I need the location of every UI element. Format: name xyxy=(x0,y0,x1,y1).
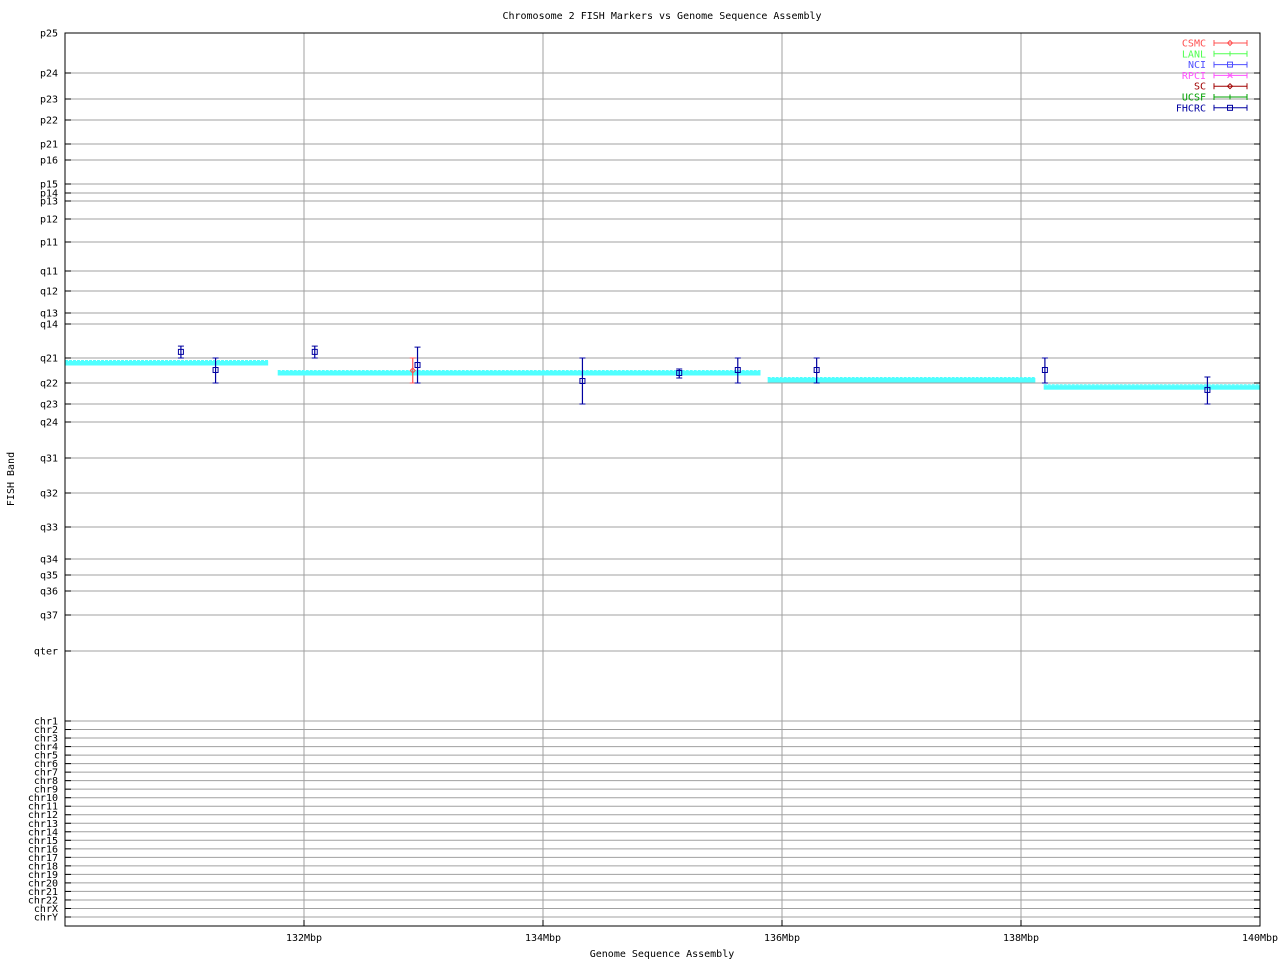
y-tick-label: chr9 xyxy=(34,785,58,796)
y-tick-label: q33 xyxy=(40,523,58,534)
y-tick-label: chrX xyxy=(34,904,58,915)
legend-marker xyxy=(1227,61,1233,68)
y-tick-label: chr21 xyxy=(28,887,58,898)
y-tick-label: p22 xyxy=(40,116,58,127)
y-tick-label: chr1 xyxy=(34,717,58,728)
plot-frame xyxy=(64,32,1261,927)
y-tick-label: q32 xyxy=(40,489,58,500)
assembly-segment xyxy=(65,361,269,366)
data-point xyxy=(409,367,416,374)
data-point xyxy=(813,367,820,373)
y-tick-label: chr18 xyxy=(28,861,58,872)
y-tick-label: p21 xyxy=(40,140,58,151)
y-tick-label: q13 xyxy=(40,309,58,320)
y-tick-label: chr12 xyxy=(28,810,58,821)
y-tick-label: q31 xyxy=(40,454,58,465)
legend-label: NCI xyxy=(1188,60,1206,71)
legend-marker xyxy=(1227,104,1233,111)
legend-marker xyxy=(1226,39,1234,47)
y-tick-label: p16 xyxy=(40,156,58,167)
y-tick-label: q34 xyxy=(40,555,58,566)
y-tick-label: chr7 xyxy=(34,768,58,779)
data-point xyxy=(579,378,586,384)
data-points xyxy=(177,345,1211,405)
y-tick-label: chr4 xyxy=(34,742,58,753)
y-tick-label: chr15 xyxy=(28,836,58,847)
y-tick-label: chr22 xyxy=(28,895,58,906)
y-tick-label: chr17 xyxy=(28,853,58,864)
y-tick-label: q37 xyxy=(40,611,58,622)
data-point xyxy=(676,370,683,376)
y-tick-label: q24 xyxy=(40,418,58,429)
y-tick-label: chr2 xyxy=(34,725,58,736)
y-tick-label: q11 xyxy=(40,267,58,278)
legend-label: UCSF xyxy=(1182,93,1206,104)
y-tick-label: q36 xyxy=(40,587,58,598)
chart-title: Chromosome 2 FISH Markers vs Genome Sequ… xyxy=(502,11,821,22)
y-tick-label: p15 xyxy=(40,180,58,191)
y-tick-label: chr5 xyxy=(34,751,58,762)
y-tick-label: chr6 xyxy=(34,759,58,770)
data-point xyxy=(1041,367,1048,373)
data-point xyxy=(212,367,219,373)
y-tick-label: chr16 xyxy=(28,844,58,855)
x-tick-label: 132Mbp xyxy=(286,933,322,944)
y-tick-label: q23 xyxy=(40,400,58,411)
x-tick-label: 138Mbp xyxy=(1003,933,1039,944)
legend-label: LANL xyxy=(1182,49,1206,60)
data-point xyxy=(177,348,184,355)
data-point xyxy=(311,348,318,355)
y-axis-label: FISH Band xyxy=(6,452,17,506)
data-point xyxy=(734,367,741,373)
y-tick-label: p25 xyxy=(40,29,58,40)
data-point xyxy=(1204,386,1211,393)
y-tick-label: p14 xyxy=(40,189,58,200)
legend-marker xyxy=(1226,82,1234,90)
y-tick-label: p12 xyxy=(40,215,58,226)
assembly-segments xyxy=(65,360,1260,390)
y-tick-label: q21 xyxy=(40,354,58,365)
y-tick-label: p13 xyxy=(40,197,58,208)
x-tick-label: 136Mbp xyxy=(764,933,800,944)
legend-marker xyxy=(1227,72,1233,79)
y-tick-label: chr14 xyxy=(28,827,58,838)
legend-label: SC xyxy=(1194,82,1206,93)
y-tick-label: chr19 xyxy=(28,870,58,881)
x-axis: 132Mbp 134Mbp 136Mbp 138Mbp 140Mbp xyxy=(286,920,1278,944)
y-tick-label: chr13 xyxy=(28,819,58,830)
y-tick-label: chrY xyxy=(34,913,58,924)
y-tick-label: chr11 xyxy=(28,802,58,813)
legend-label: FHCRC xyxy=(1176,103,1206,114)
x-axis-label: Genome Sequence Assembly xyxy=(590,949,735,960)
y-tick-label: chr20 xyxy=(28,878,58,889)
y-tick-label: chr3 xyxy=(34,734,58,745)
y-tick-label: q12 xyxy=(40,287,58,298)
x-tick-label: 134Mbp xyxy=(525,933,561,944)
grid xyxy=(65,32,1261,926)
assembly-segment xyxy=(277,371,761,376)
legend-label: RPCI xyxy=(1182,71,1206,82)
y-tick-label: p11 xyxy=(40,238,58,249)
y-tick-label: p24 xyxy=(40,69,58,80)
assembly-segment xyxy=(767,378,1036,383)
data-point xyxy=(414,362,421,368)
y-tick-label: qter xyxy=(34,647,58,658)
y-tick-label: q35 xyxy=(40,571,58,582)
y-tick-label: q22 xyxy=(40,379,58,390)
y-tick-label: q14 xyxy=(40,320,58,331)
y-tick-label: chr8 xyxy=(34,776,58,787)
y-tick-label: chr10 xyxy=(28,793,58,804)
legend-label: CSMC xyxy=(1182,39,1206,50)
x-tick-label: 140Mbp xyxy=(1242,933,1278,944)
assembly-segment xyxy=(1043,385,1260,390)
y-tick-label: p23 xyxy=(40,95,58,106)
